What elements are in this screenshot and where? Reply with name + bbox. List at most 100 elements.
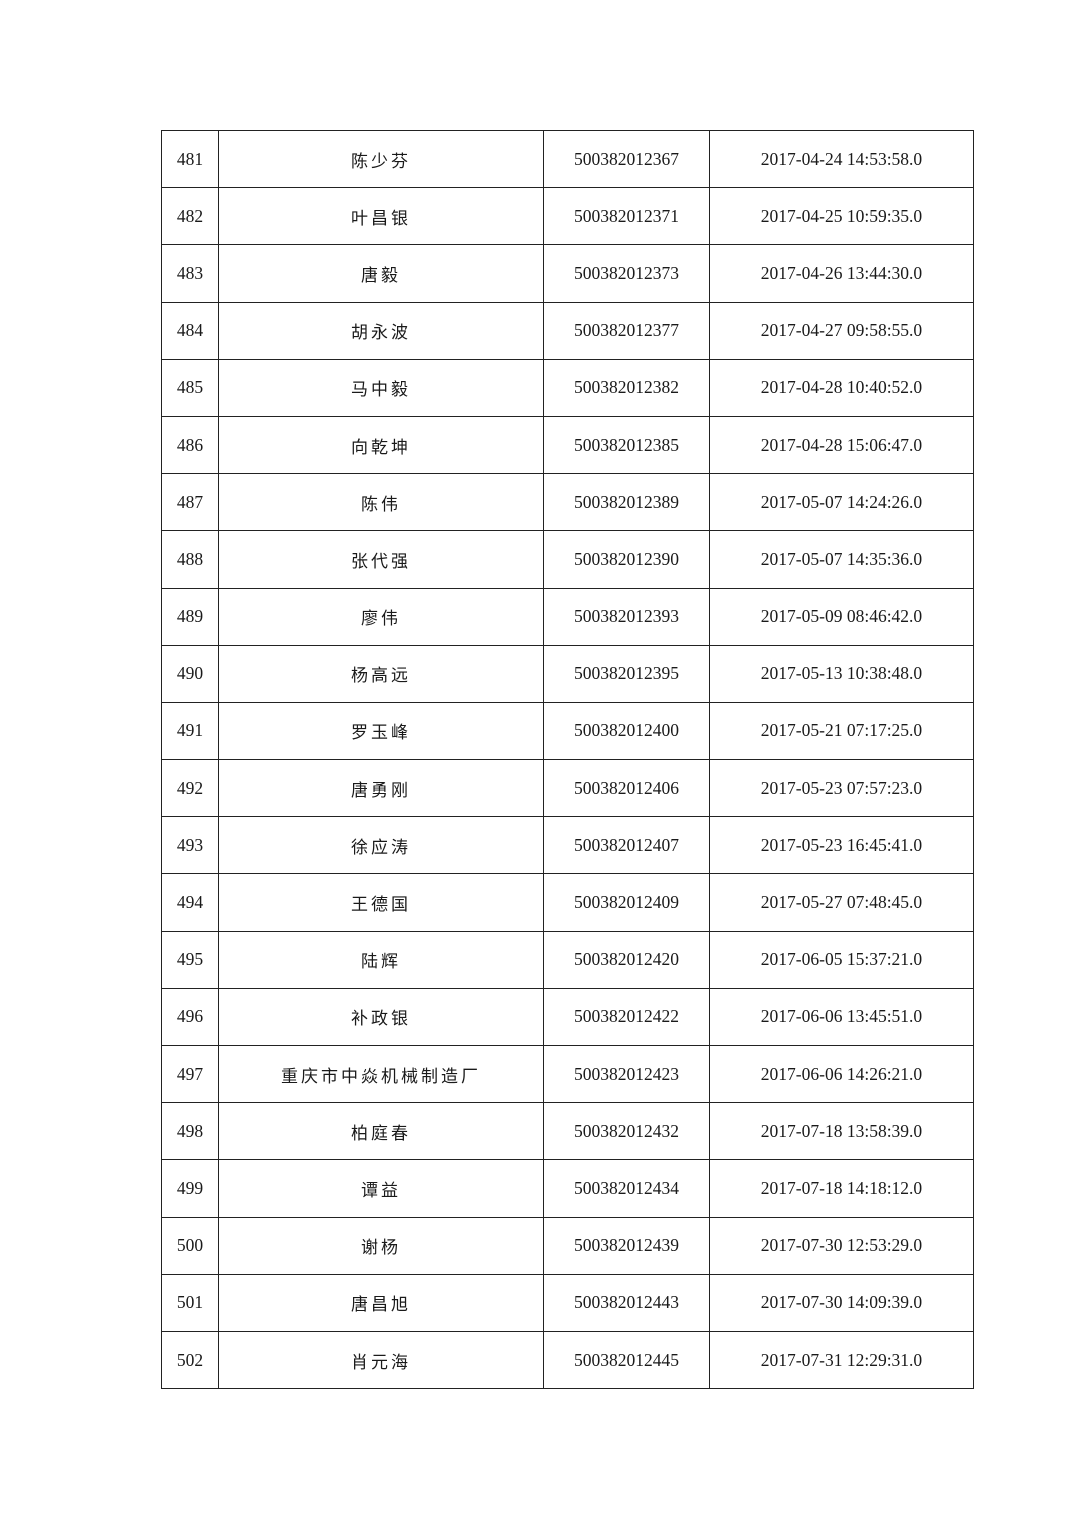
row-number-cell: 494 [161, 873, 219, 932]
name-cell: 罗玉峰 [218, 701, 544, 761]
name-cell: 重庆市中焱机械制造厂 [218, 1044, 544, 1104]
code-cell: 500382012382 [543, 358, 710, 417]
name-cell: 唐昌旭 [218, 1273, 544, 1332]
name-cell: 王德国 [218, 873, 544, 932]
table-row: 502 肖元海 500382012445 2017-07-31 12:29:31.0 [161, 1330, 974, 1390]
table-row: 496 补政银 500382012422 2017-06-06 13:45:51.0 [161, 987, 974, 1047]
name-cell: 柏庭春 [218, 1102, 544, 1161]
row-number-cell: 498 [161, 1102, 219, 1161]
code-cell: 500382012400 [543, 701, 710, 761]
code-cell: 500382012406 [543, 759, 710, 818]
timestamp-cell: 2017-05-27 07:48:45.0 [709, 873, 974, 932]
row-number-cell: 483 [161, 244, 219, 303]
code-cell: 500382012439 [543, 1216, 710, 1275]
row-number-cell: 488 [161, 530, 219, 589]
records-table: 481 陈少芬 500382012367 2017-04-24 14:53:58.0 4… [161, 129, 974, 1390]
table-row: 498 柏庭春 500382012432 2017-07-18 13:58:39.0 [161, 1102, 974, 1161]
row-number-cell: 490 [161, 644, 219, 703]
code-cell: 500382012385 [543, 415, 710, 475]
name-cell: 谢杨 [218, 1216, 544, 1275]
timestamp-cell: 2017-07-18 14:18:12.0 [709, 1159, 974, 1218]
code-cell: 500382012422 [543, 987, 710, 1047]
code-cell: 500382012389 [543, 473, 710, 532]
name-cell: 谭益 [218, 1159, 544, 1218]
code-cell: 500382012390 [543, 530, 710, 589]
timestamp-cell: 2017-05-09 08:46:42.0 [709, 587, 974, 646]
name-cell: 肖元海 [218, 1330, 544, 1390]
row-number-cell: 495 [161, 930, 219, 989]
table-row: 485 马中毅 500382012382 2017-04-28 10:40:52.0 [161, 358, 974, 417]
timestamp-cell: 2017-05-23 16:45:41.0 [709, 816, 974, 875]
timestamp-cell: 2017-05-21 07:17:25.0 [709, 701, 974, 761]
timestamp-cell: 2017-05-07 14:24:26.0 [709, 473, 974, 532]
table-row: 484 胡永波 500382012377 2017-04-27 09:58:55.0 [161, 301, 974, 360]
name-cell: 廖伟 [218, 587, 544, 646]
timestamp-cell: 2017-06-06 14:26:21.0 [709, 1044, 974, 1104]
table-row: 501 唐昌旭 500382012443 2017-07-30 14:09:39.0 [161, 1273, 974, 1332]
code-cell: 500382012420 [543, 930, 710, 989]
row-number-cell: 481 [161, 129, 219, 189]
table-row: 482 叶昌银 500382012371 2017-04-25 10:59:35.0 [161, 187, 974, 246]
name-cell: 向乾坤 [218, 415, 544, 475]
name-cell: 胡永波 [218, 301, 544, 360]
code-cell: 500382012407 [543, 816, 710, 875]
name-cell: 叶昌银 [218, 187, 544, 246]
timestamp-cell: 2017-06-05 15:37:21.0 [709, 930, 974, 989]
code-cell: 500382012445 [543, 1330, 710, 1390]
row-number-cell: 501 [161, 1273, 219, 1332]
table-row: 488 张代强 500382012390 2017-05-07 14:35:36.0 [161, 530, 974, 589]
timestamp-cell: 2017-04-25 10:59:35.0 [709, 187, 974, 246]
timestamp-cell: 2017-04-28 15:06:47.0 [709, 415, 974, 475]
timestamp-cell: 2017-05-23 07:57:23.0 [709, 759, 974, 818]
timestamp-cell: 2017-04-24 14:53:58.0 [709, 129, 974, 189]
table-row: 494 王德国 500382012409 2017-05-27 07:48:45.0 [161, 873, 974, 932]
table-row: 499 谭益 500382012434 2017-07-18 14:18:12.0 [161, 1159, 974, 1218]
code-cell: 500382012395 [543, 644, 710, 703]
row-number-cell: 486 [161, 415, 219, 475]
code-cell: 500382012367 [543, 129, 710, 189]
table-row: 483 唐毅 500382012373 2017-04-26 13:44:30.0 [161, 244, 974, 303]
name-cell: 唐毅 [218, 244, 544, 303]
row-number-cell: 489 [161, 587, 219, 646]
code-cell: 500382012443 [543, 1273, 710, 1332]
timestamp-cell: 2017-07-30 12:53:29.0 [709, 1216, 974, 1275]
timestamp-cell: 2017-06-06 13:45:51.0 [709, 987, 974, 1047]
name-cell: 陆辉 [218, 930, 544, 989]
code-cell: 500382012377 [543, 301, 710, 360]
name-cell: 陈伟 [218, 473, 544, 532]
table-row: 500 谢杨 500382012439 2017-07-30 12:53:29.0 [161, 1216, 974, 1275]
table-row: 497 重庆市中焱机械制造厂 500382012423 2017-06-06 14:2… [161, 1044, 974, 1104]
row-number-cell: 499 [161, 1159, 219, 1218]
row-number-cell: 482 [161, 187, 219, 246]
timestamp-cell: 2017-07-31 12:29:31.0 [709, 1330, 974, 1390]
table-row: 487 陈伟 500382012389 2017-05-07 14:24:26.0 [161, 473, 974, 532]
code-cell: 500382012371 [543, 187, 710, 246]
timestamp-cell: 2017-04-27 09:58:55.0 [709, 301, 974, 360]
code-cell: 500382012373 [543, 244, 710, 303]
table-row: 486 向乾坤 500382012385 2017-04-28 15:06:47.0 [161, 415, 974, 475]
table-row: 490 杨高远 500382012395 2017-05-13 10:38:48.0 [161, 644, 974, 703]
table-row: 491 罗玉峰 500382012400 2017-05-21 07:17:25.0 [161, 701, 974, 761]
row-number-cell: 496 [161, 987, 219, 1047]
code-cell: 500382012432 [543, 1102, 710, 1161]
row-number-cell: 492 [161, 759, 219, 818]
row-number-cell: 491 [161, 701, 219, 761]
row-number-cell: 500 [161, 1216, 219, 1275]
code-cell: 500382012423 [543, 1044, 710, 1104]
code-cell: 500382012409 [543, 873, 710, 932]
table-row: 495 陆辉 500382012420 2017-06-05 15:37:21.0 [161, 930, 974, 989]
row-number-cell: 487 [161, 473, 219, 532]
name-cell: 杨高远 [218, 644, 544, 703]
table-row: 493 徐应涛 500382012407 2017-05-23 16:45:41.0 [161, 816, 974, 875]
code-cell: 500382012434 [543, 1159, 710, 1218]
timestamp-cell: 2017-05-13 10:38:48.0 [709, 644, 974, 703]
row-number-cell: 484 [161, 301, 219, 360]
name-cell: 徐应涛 [218, 816, 544, 875]
timestamp-cell: 2017-07-30 14:09:39.0 [709, 1273, 974, 1332]
row-number-cell: 497 [161, 1044, 219, 1104]
row-number-cell: 493 [161, 816, 219, 875]
timestamp-cell: 2017-05-07 14:35:36.0 [709, 530, 974, 589]
timestamp-cell: 2017-04-28 10:40:52.0 [709, 358, 974, 417]
table-row: 481 陈少芬 500382012367 2017-04-24 14:53:58.0 [161, 129, 974, 189]
timestamp-cell: 2017-07-18 13:58:39.0 [709, 1102, 974, 1161]
